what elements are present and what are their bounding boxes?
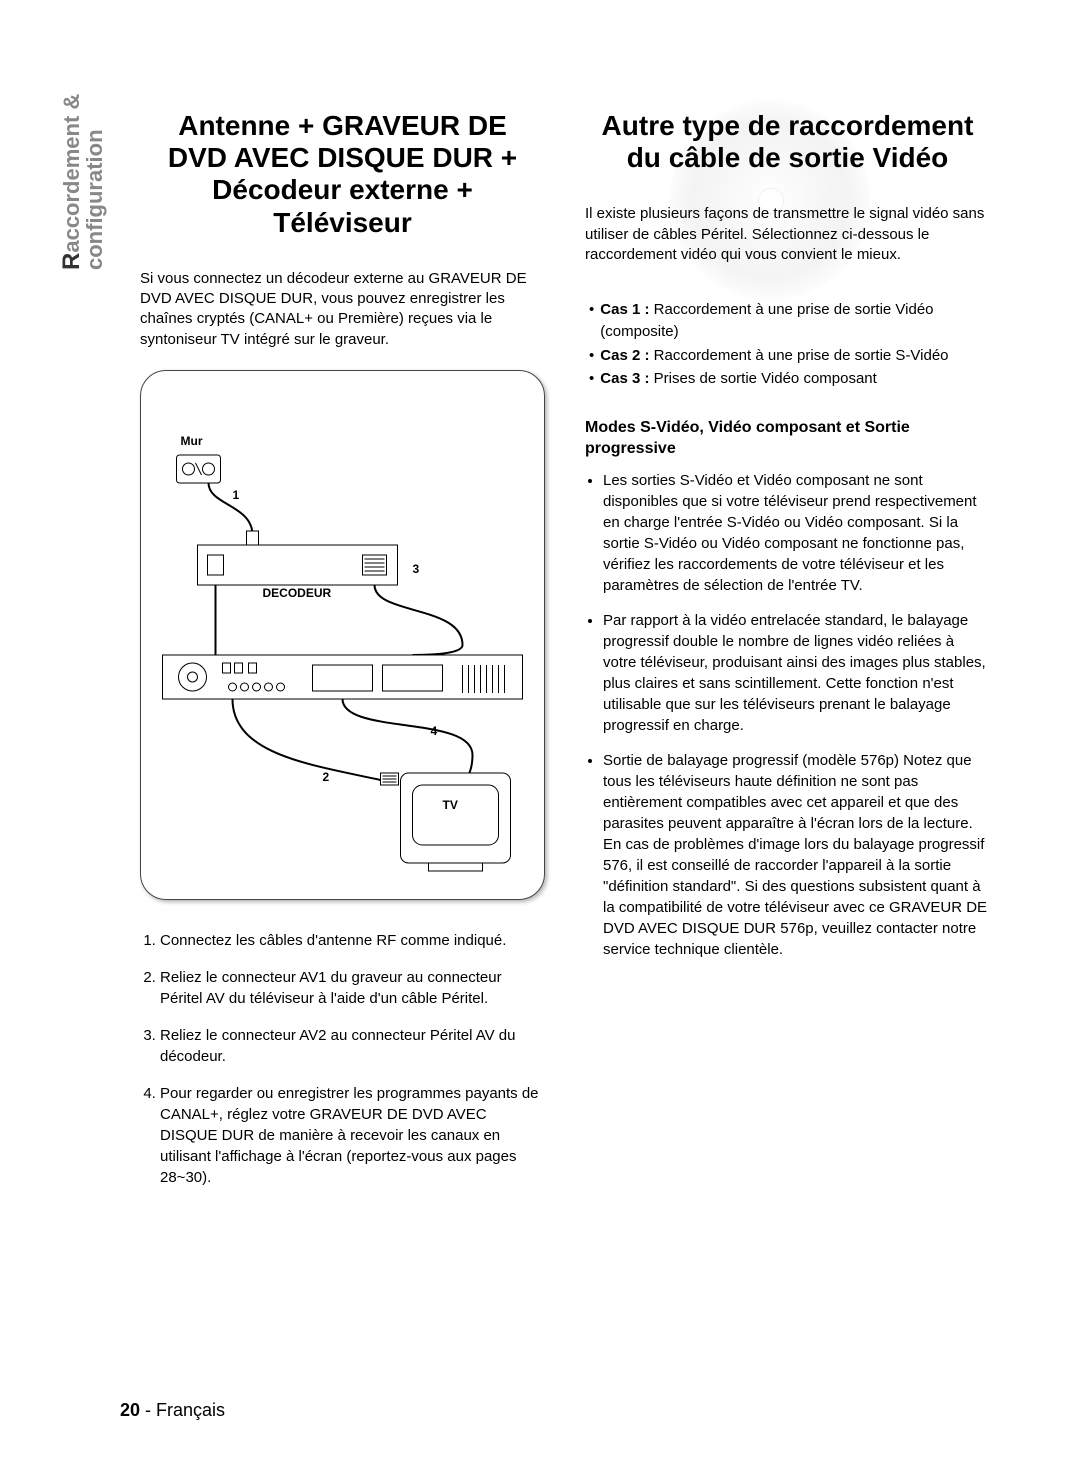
right-bullets: Les sorties S-Vidéo et Vidéo composant n… (585, 470, 990, 974)
connection-diagram: Mur 1 DECODEUR (140, 370, 545, 900)
right-title: Autre type de raccordement du câble de s… (585, 110, 990, 174)
right-subheading: Modes S-Vidéo, Vidéo composant et Sortie… (585, 418, 990, 460)
side-tab-line1: accordement & (59, 94, 84, 253)
left-intro: Si vous connectez un décodeur externe au… (140, 269, 545, 350)
diagram-num-1: 1 (233, 488, 240, 502)
step-item: Connectez les câbles d'antenne RF comme … (160, 930, 545, 951)
page-number: 20 (120, 1400, 140, 1420)
case-text: Raccordement à une prise de sortie Vidéo… (600, 301, 933, 340)
footer-sep: - (140, 1400, 156, 1420)
bullet-item: Les sorties S-Vidéo et Vidéo composant n… (603, 470, 990, 596)
right-title-line1: Autre type de raccordement (602, 110, 974, 141)
diagram-tv-label: TV (443, 798, 458, 812)
side-tab-initial: R (58, 253, 85, 270)
bullet-icon: • (589, 345, 594, 367)
case-text: Raccordement à une prise de sortie S-Vid… (654, 347, 949, 364)
case-label: Cas 1 : (600, 301, 649, 318)
case-item: • Cas 3 : Prises de sortie Vidéo composa… (589, 368, 990, 390)
page-footer: 20 - Français (120, 1400, 225, 1421)
case-label: Cas 2 : (600, 347, 649, 364)
step-item: Reliez le connecteur AV2 au connecteur P… (160, 1025, 545, 1067)
diagram-num-4: 4 (431, 724, 438, 738)
step-item: Reliez le connecteur AV1 du graveur au c… (160, 967, 545, 1009)
diagram-num-3: 3 (413, 562, 420, 576)
cases-list: • Cas 1 : Raccordement à une prise de so… (589, 299, 990, 392)
case-text: Prises de sortie Vidéo composant (654, 370, 877, 387)
footer-lang: Français (156, 1400, 225, 1420)
side-tab-line2: configuration (84, 94, 106, 270)
diagram-wall-label: Mur (181, 434, 203, 448)
case-label: Cas 3 : (600, 370, 649, 387)
bullet-icon: • (589, 299, 594, 343)
left-title: Antenne + GRAVEUR DE DVD AVEC DISQUE DUR… (140, 110, 545, 239)
bullet-icon: • (589, 368, 594, 390)
steps-list: Connectez les câbles d'antenne RF comme … (140, 930, 545, 1204)
bullet-item: Par rapport à la vidéo entrelacée standa… (603, 610, 990, 736)
bullet-item: Sortie de balayage progressif (modèle 57… (603, 750, 990, 960)
case-item: • Cas 2 : Raccordement à une prise de so… (589, 345, 990, 367)
case-item: • Cas 1 : Raccordement à une prise de so… (589, 299, 990, 343)
side-tab: Raccordement & configuration (60, 94, 106, 270)
right-title-line2: du câble de sortie Vidéo (627, 142, 949, 173)
right-column: Autre type de raccordement du câble de s… (585, 110, 990, 1204)
left-title-line2: DVD AVEC DISQUE DUR + (168, 142, 517, 173)
step-item: Pour regarder ou enregistrer les program… (160, 1083, 545, 1188)
left-title-line1: Antenne + GRAVEUR DE (178, 110, 507, 141)
diagram-num-2: 2 (323, 770, 330, 784)
right-intro: Il existe plusieurs façons de transmettr… (585, 204, 990, 265)
left-column: Antenne + GRAVEUR DE DVD AVEC DISQUE DUR… (140, 110, 545, 1204)
left-title-line3: Décodeur externe + Téléviseur (212, 174, 473, 237)
diagram-decoder-label: DECODEUR (263, 586, 332, 600)
